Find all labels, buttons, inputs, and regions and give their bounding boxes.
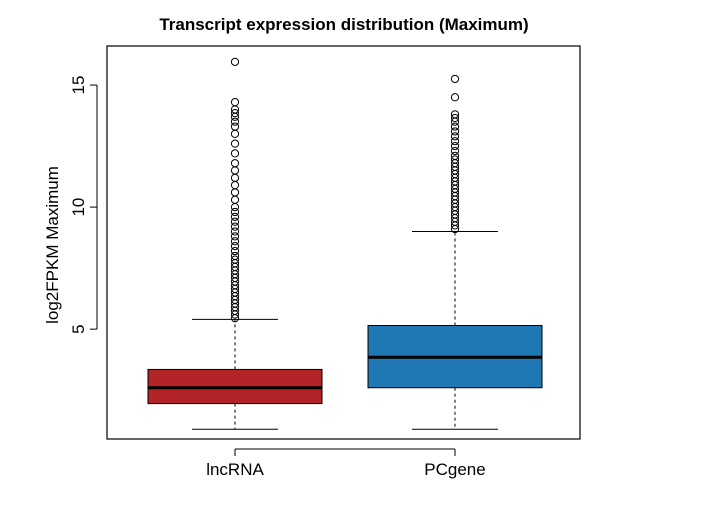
plot-frame <box>106 45 581 440</box>
lncrna-outlier <box>230 98 240 107</box>
y-tick-label: 15 <box>69 76 88 95</box>
pcgene-outlier <box>450 74 460 84</box>
lncrna-outlier <box>230 181 240 190</box>
lncrna-outlier <box>230 195 240 204</box>
lncrna-outlier <box>230 217 240 226</box>
chart-marks <box>147 57 543 430</box>
lncrna-outlier <box>230 251 240 261</box>
pcgene-outlier <box>450 122 460 131</box>
lncrna-outlier <box>230 246 240 256</box>
lncrna-outlier <box>230 122 240 131</box>
lncrna-outlier <box>230 242 240 251</box>
chart-axes: 5 10 15 lncRNA PCgene <box>69 76 486 479</box>
lncrna-outlier <box>230 188 240 197</box>
lncrna-outlier <box>230 227 240 236</box>
lncrna-outlier <box>230 149 240 158</box>
lncrna-outlier <box>230 207 240 217</box>
pcgene-outlier <box>450 155 460 164</box>
lncrna-outlier <box>230 232 240 241</box>
lncrna-outlier <box>230 173 240 182</box>
lncrna-outlier <box>230 212 240 221</box>
lncrna-outlier <box>230 129 240 138</box>
lncrna-outlier <box>230 203 240 212</box>
lncrna-outlier <box>230 109 240 118</box>
y-tick-label: 5 <box>69 324 88 333</box>
pcgene-outlier <box>450 137 460 146</box>
pcgene-outlier <box>450 110 460 119</box>
lncrna-outlier <box>230 159 240 168</box>
pcgene-outlier <box>450 146 460 156</box>
x-tick-label: lncRNA <box>206 460 264 479</box>
chart-title: Transcript expression distribution (Maxi… <box>159 15 528 34</box>
y-tick-label: 10 <box>69 198 88 217</box>
pcgene-outlier <box>450 151 460 160</box>
pcgene-outlier <box>450 113 460 123</box>
lncrna-outlier <box>230 166 240 175</box>
lncrna-outlier <box>230 255 240 264</box>
y-axis-label: log2FPKM Maximum <box>43 166 62 324</box>
x-tick-label: PCgene <box>424 460 485 479</box>
lncrna-outlier <box>230 57 240 66</box>
lncrna-outlier <box>230 117 240 126</box>
lncrna-outlier <box>230 237 240 246</box>
lncrna-outlier <box>230 222 240 231</box>
lncrna-outlier <box>230 139 240 148</box>
pcgene-outlier <box>450 141 460 151</box>
pcgene-outlier <box>450 132 460 141</box>
pcgene-outlier <box>450 127 460 136</box>
pcgene-outlier <box>450 93 460 102</box>
